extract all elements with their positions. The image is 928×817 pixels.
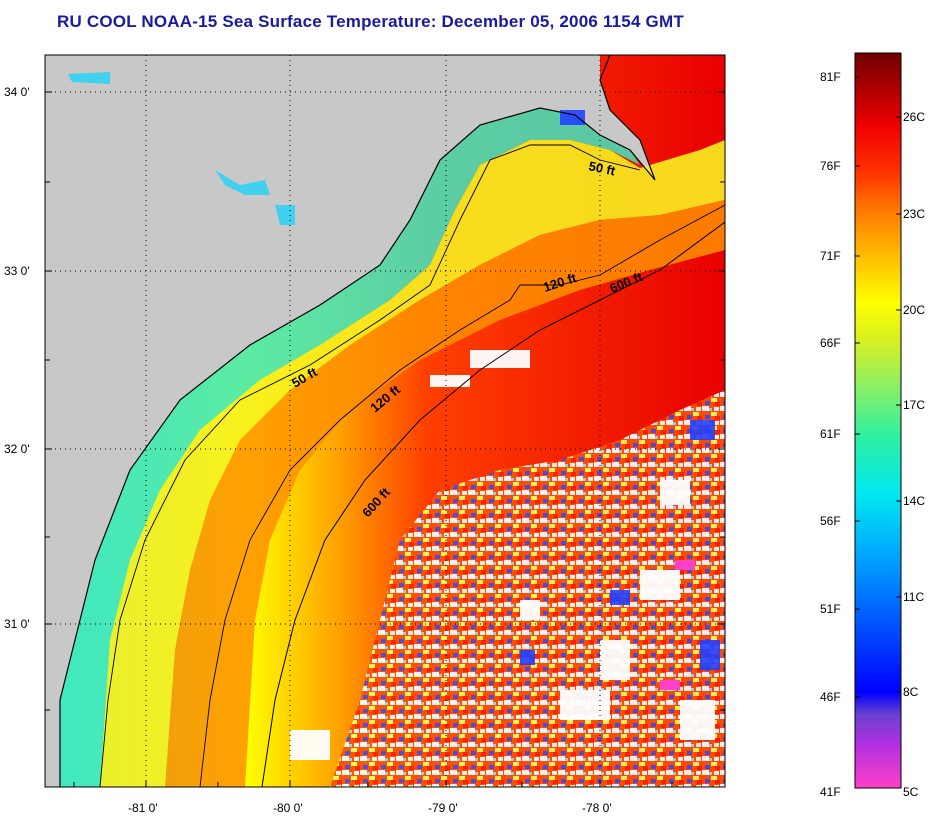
- isobath-50ft: [99, 144, 641, 787]
- map-title: RU COOL NOAA-15 Sea Surface Temperature:…: [57, 12, 684, 31]
- cloud-region: [330, 390, 725, 787]
- yellow-band: [100, 140, 725, 787]
- isobath-600ft: [261, 221, 725, 787]
- lat-label-33: 33 0': [4, 264, 30, 278]
- cloud-patches: [290, 350, 715, 760]
- lon-label-79: -79 0': [428, 801, 458, 815]
- lon-label-80: -80 0': [273, 801, 303, 815]
- map-frame: [44, 54, 726, 788]
- lat-label-31: 31 0': [4, 617, 30, 631]
- lat-label-32: 32 0': [4, 442, 30, 456]
- magenta-patches: [660, 560, 695, 690]
- lon-label-78: -78 0': [582, 801, 612, 815]
- lat-label-34: 34 0': [4, 85, 30, 99]
- cold-patches: [520, 110, 720, 670]
- coastline: [59, 55, 656, 787]
- label-50ft-north: 50 ft: [587, 158, 617, 178]
- isobath-120ft: [199, 204, 725, 787]
- lon-label-81: -81 0': [128, 801, 158, 815]
- axis-ticks: [45, 91, 725, 787]
- coastal-cool-band: [60, 108, 640, 787]
- graticule: [45, 55, 725, 787]
